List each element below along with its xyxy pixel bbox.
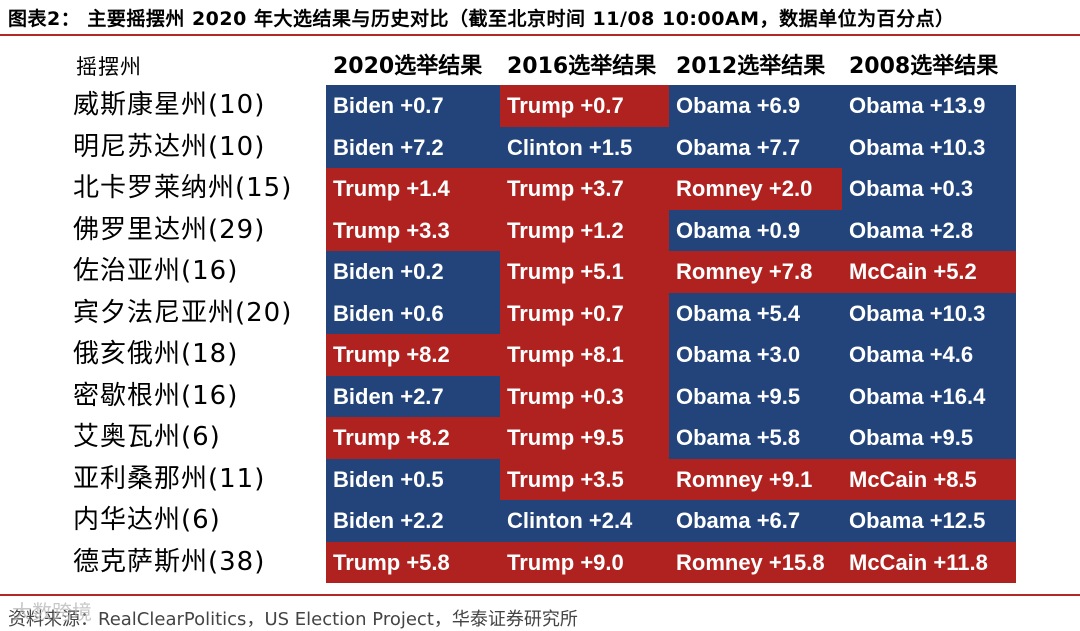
column-header-2008: 2008选举结果 xyxy=(849,54,999,79)
column-header-2012: 2012选举结果 xyxy=(676,54,826,79)
result-cell: Trump +8.1 xyxy=(500,334,669,376)
result-cell: Romney +2.0 xyxy=(669,168,842,210)
state-label: 佐治亚州(16) xyxy=(73,256,239,286)
state-label: 宾夕法尼亚州(20) xyxy=(73,297,293,328)
state-label: 威斯康星州(10) xyxy=(73,90,266,120)
result-cell: Trump +3.3 xyxy=(326,209,500,251)
result-cell: Obama +5.8 xyxy=(669,417,842,459)
state-column-header: 摇摆州 xyxy=(76,55,142,79)
result-cell: Biden +0.6 xyxy=(326,292,500,334)
result-cell: Obama +9.5 xyxy=(842,417,1016,459)
result-cell: Romney +9.1 xyxy=(669,458,842,500)
result-cell: Biden +0.5 xyxy=(326,458,500,500)
result-cell: Romney +15.8 xyxy=(669,541,842,583)
state-label: 佛罗里达州(29) xyxy=(73,214,266,245)
result-cell: Trump +5.1 xyxy=(500,251,669,293)
result-cell: Obama +2.8 xyxy=(842,209,1016,251)
result-cell: Trump +9.5 xyxy=(500,417,669,459)
column-header-2020: 2020选举结果 xyxy=(333,54,483,79)
top-rule xyxy=(0,34,1080,36)
result-cell: Obama +4.6 xyxy=(842,334,1016,376)
result-cell: Obama +12.5 xyxy=(842,500,1016,542)
bottom-rule xyxy=(0,594,1080,596)
result-cell: Trump +8.2 xyxy=(326,334,500,376)
result-cell: Biden +2.7 xyxy=(326,375,500,417)
state-label: 内华达州(6) xyxy=(73,505,221,535)
result-cell: McCain +5.2 xyxy=(842,251,1016,293)
result-cell: Trump +0.7 xyxy=(500,85,669,127)
watermark-logo: 大数跨境 xyxy=(12,600,92,624)
column-header-2016: 2016选举结果 xyxy=(507,54,657,79)
result-cell: Trump +1.4 xyxy=(326,168,500,210)
result-cell: Trump +3.7 xyxy=(500,168,669,210)
result-cell: Trump +1.2 xyxy=(500,209,669,251)
state-label: 亚利桑那州(11) xyxy=(73,463,266,494)
result-cell: McCain +8.5 xyxy=(842,458,1016,500)
result-cell: Biden +7.2 xyxy=(326,126,500,168)
state-label: 俄亥俄州(18) xyxy=(73,339,239,369)
result-cell: Romney +7.8 xyxy=(669,251,842,293)
result-cell: Biden +0.2 xyxy=(326,251,500,293)
result-cell: Obama +7.7 xyxy=(669,126,842,168)
result-cell: Obama +10.3 xyxy=(842,292,1016,334)
result-cell: Trump +8.2 xyxy=(326,417,500,459)
figure-title: 图表2： 主要摇摆州 2020 年大选结果与历史对比（截至北京时间 11/08 … xyxy=(8,8,955,30)
state-label: 德克萨斯州(38) xyxy=(73,546,266,577)
state-label: 北卡罗莱纳州(15) xyxy=(73,173,293,203)
state-label: 艾奥瓦州(6) xyxy=(73,422,221,452)
result-cell: Obama +5.4 xyxy=(669,292,842,334)
result-cell: Clinton +2.4 xyxy=(500,500,669,542)
source-note: 资料来源：RealClearPolitics，US Election Proje… xyxy=(8,609,578,630)
result-cell: Trump +0.3 xyxy=(500,375,669,417)
result-cell: McCain +11.8 xyxy=(842,541,1016,583)
result-cell: Trump +9.0 xyxy=(500,541,669,583)
result-cell: Biden +0.7 xyxy=(326,85,500,127)
result-cell: Biden +2.2 xyxy=(326,500,500,542)
result-cell: Obama +10.3 xyxy=(842,126,1016,168)
result-cell: Obama +9.5 xyxy=(669,375,842,417)
state-label: 密歇根州(16) xyxy=(73,380,239,411)
result-cell: Clinton +1.5 xyxy=(500,126,669,168)
result-cell: Obama +6.9 xyxy=(669,85,842,127)
result-cell: Trump +5.8 xyxy=(326,541,500,583)
result-cell: Obama +13.9 xyxy=(842,85,1016,127)
result-cell: Obama +6.7 xyxy=(669,500,842,542)
result-cell: Obama +0.9 xyxy=(669,209,842,251)
state-label: 明尼苏达州(10) xyxy=(73,131,266,162)
result-cell: Trump +0.7 xyxy=(500,292,669,334)
result-cell: Obama +16.4 xyxy=(842,375,1016,417)
result-cell: Obama +3.0 xyxy=(669,334,842,376)
result-cell: Obama +0.3 xyxy=(842,168,1016,210)
result-cell: Trump +3.5 xyxy=(500,458,669,500)
